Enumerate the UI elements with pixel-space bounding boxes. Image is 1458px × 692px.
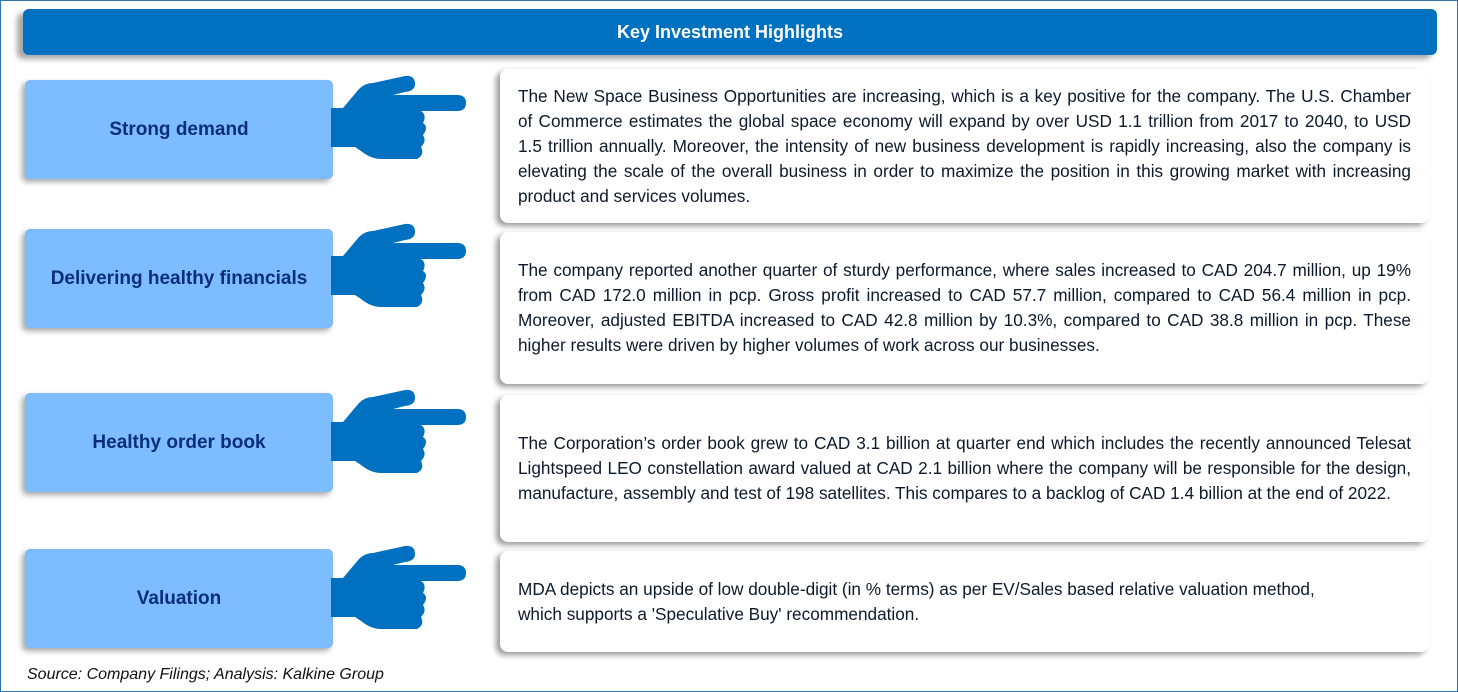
highlight-label-valuation: Valuation bbox=[25, 549, 333, 648]
pointing-hand-icon bbox=[331, 75, 466, 159]
highlight-label-financials: Delivering healthy financials bbox=[25, 229, 333, 328]
highlight-text-valuation: MDA depicts an upside of low double-digi… bbox=[500, 551, 1429, 652]
pointing-hand-icon bbox=[331, 389, 466, 473]
pointing-hand-icon bbox=[331, 545, 466, 629]
highlight-label-order-book: Healthy order book bbox=[25, 393, 333, 492]
highlight-text-financials: The company reported another quarter of … bbox=[500, 232, 1429, 384]
page-title: Key Investment Highlights bbox=[23, 9, 1437, 55]
highlight-text-order-book: The Corporation’s order book grew to CAD… bbox=[500, 395, 1429, 542]
pointing-hand-icon bbox=[331, 223, 466, 307]
source-note: Source: Company Filings; Analysis: Kalki… bbox=[27, 666, 384, 683]
highlight-label-strong-demand: Strong demand bbox=[25, 80, 333, 179]
highlight-text-strong-demand: The New Space Business Opportunities are… bbox=[500, 69, 1429, 223]
